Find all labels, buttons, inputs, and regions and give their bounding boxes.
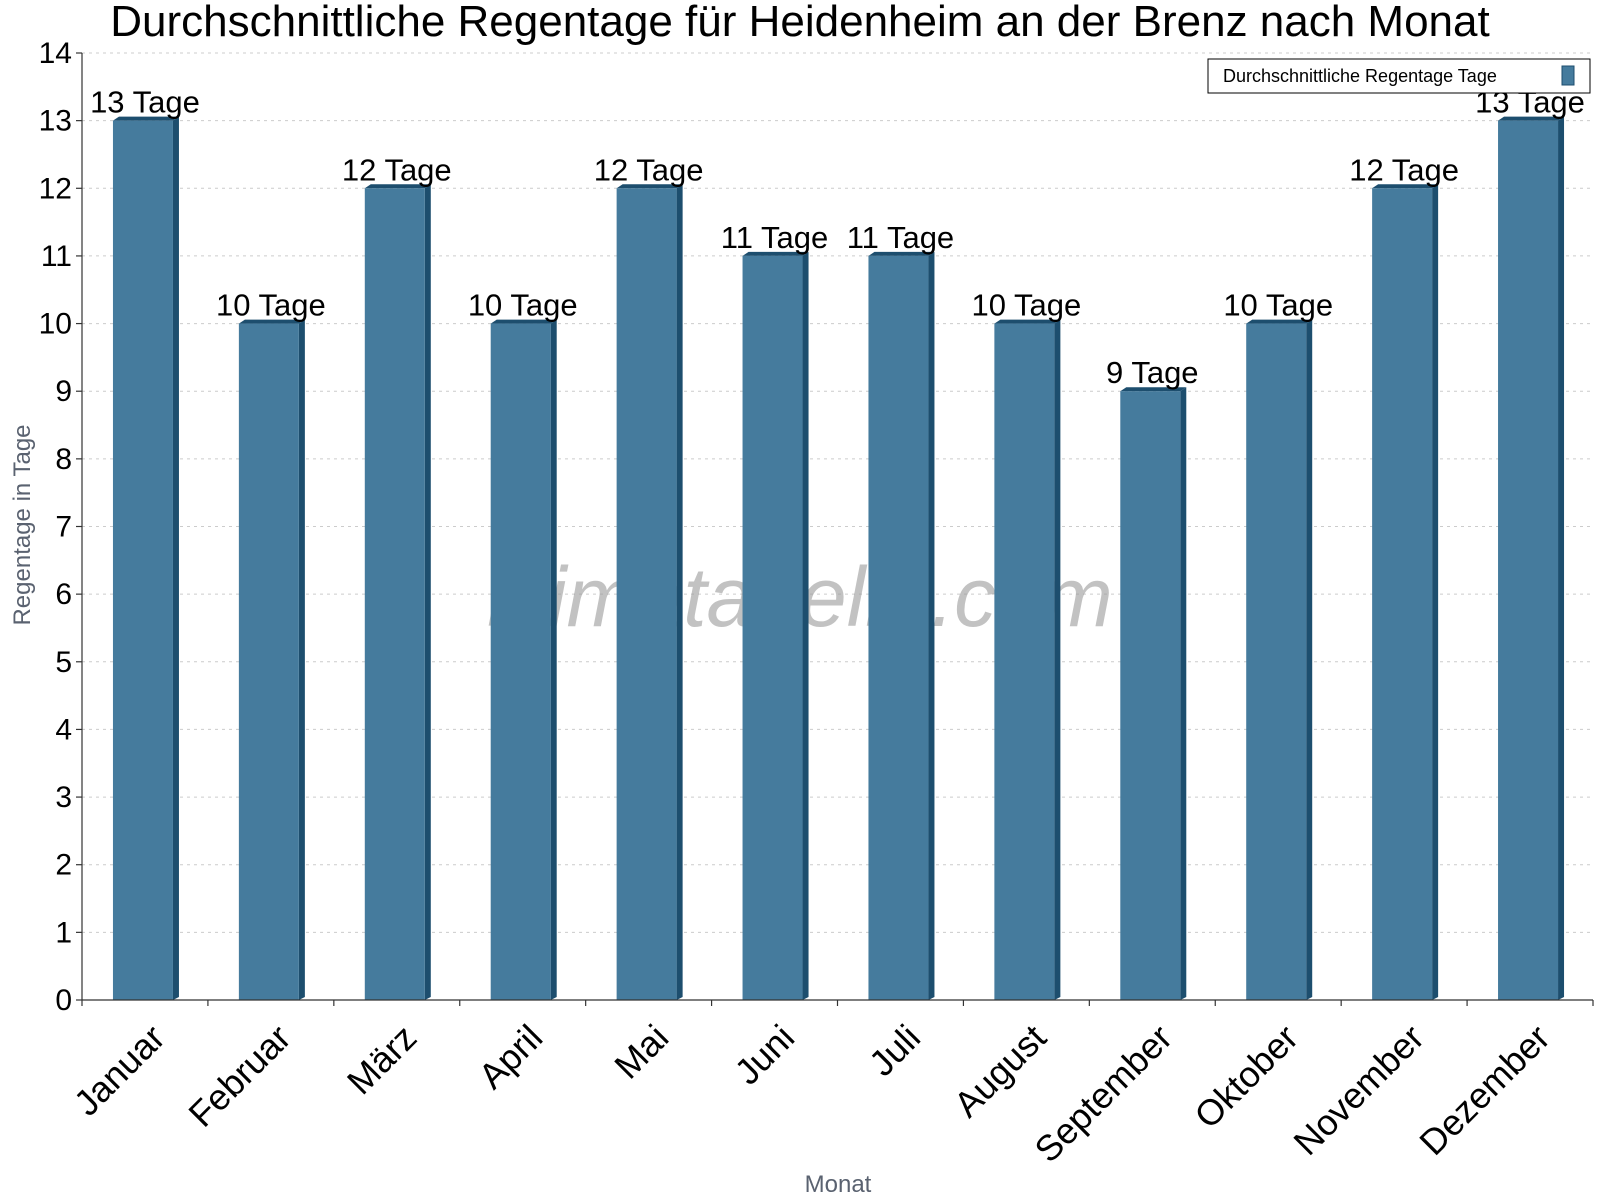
bar-side [676,184,683,1001]
y-tick-label: 2 [55,849,72,882]
legend-entry-label: Durchschnittliche Regentage Tage [1223,66,1497,86]
x-tick-label: März [339,1017,425,1103]
y-tick-label: 13 [39,105,72,138]
bar-side [1432,184,1439,1001]
bar-top [1498,116,1565,121]
data-label: 10 Tage [1223,288,1333,323]
bar-top [1120,387,1187,392]
bar-side [802,251,809,1000]
bar-top [616,184,683,189]
bar-side [1054,319,1061,1001]
legend: Durchschnittliche Regentage Tage [1207,58,1591,94]
bar [112,120,173,1000]
bar [490,323,551,1001]
bar-top [994,319,1061,324]
bar-top [364,184,431,189]
bar [994,323,1055,1001]
bar-side [424,184,431,1001]
y-tick-label: 9 [55,375,72,408]
x-axis-label: Monat [805,1171,872,1198]
bar-side [1180,387,1187,1000]
y-tick-label: 8 [55,443,72,476]
x-tick-label: Oktober [1186,1017,1306,1137]
bar [616,188,677,1001]
data-label: 13 Tage [90,85,200,120]
bars [112,116,1565,1001]
bar [1498,120,1559,1000]
bar [1246,323,1307,1001]
y-tick-label: 0 [55,984,72,1017]
legend-box [1207,58,1591,94]
y-tick-label: 7 [55,511,72,544]
bar-top [1372,184,1439,189]
bar-side [1558,116,1565,1000]
y-tick-label: 12 [39,172,72,205]
data-label: 12 Tage [594,152,704,187]
bar-side [298,319,305,1001]
bar-top [112,116,179,121]
y-tick-label: 5 [55,646,72,679]
legend-swatch [1561,65,1575,86]
data-label: 11 Tage [847,220,954,255]
bar-side [928,251,935,1000]
data-label: 12 Tage [1349,152,1459,187]
bar-side [550,319,557,1001]
x-tick-label: Juni [727,1017,803,1093]
x-tick-label: November [1285,1017,1431,1163]
bar [742,255,803,1000]
bar [238,323,299,1001]
bar-top [742,251,809,256]
axes [76,52,1594,1006]
data-label: 12 Tage [342,152,452,187]
y-tick-label: 1 [55,916,72,949]
bar-top [1246,319,1313,324]
data-label: 11 Tage [721,220,828,255]
y-tick-label: 14 [39,37,72,70]
y-axis-label: Regentage in Tage [9,424,36,625]
x-tick-label: August [946,1017,1054,1125]
x-tick-label: April [470,1017,550,1097]
x-tick-labels: Januar Februar März April Mai Juni Juli AugustS… [66,1017,1558,1171]
x-tick-label: September [1026,1017,1180,1171]
data-label: 10 Tage [468,288,578,323]
y-tick-label: 6 [55,578,72,611]
bar [1372,188,1433,1001]
bar-side [1306,319,1313,1001]
bar [364,188,425,1001]
data-label: 10 Tage [971,288,1081,323]
data-label: 10 Tage [216,288,326,323]
bar-top [238,319,305,324]
bar-top [868,251,935,256]
y-tick-label: 10 [39,308,72,341]
x-tick-label: Mai [606,1017,676,1087]
chart-title: Durchschnittliche Regentage für Heidenhe… [110,0,1489,46]
x-tick-label: Juli [861,1017,928,1084]
y-tick-label: 3 [55,781,72,814]
bar-side [172,116,179,1000]
y-tick-label: 4 [55,713,72,746]
x-tick-label: Januar [66,1017,173,1124]
bar [1120,391,1181,1000]
x-tick-label: Februar [180,1017,298,1135]
data-labels: 13 Tage 10 Tage 12 Tage 10 Tage 12 Tage 11 Ta… [90,85,1585,391]
y-tick-label: 11 [41,240,72,273]
x-tick-label: Dezember [1411,1017,1557,1163]
bar [868,255,929,1000]
bar-top [490,319,557,324]
data-label: 9 Tage [1106,355,1199,390]
